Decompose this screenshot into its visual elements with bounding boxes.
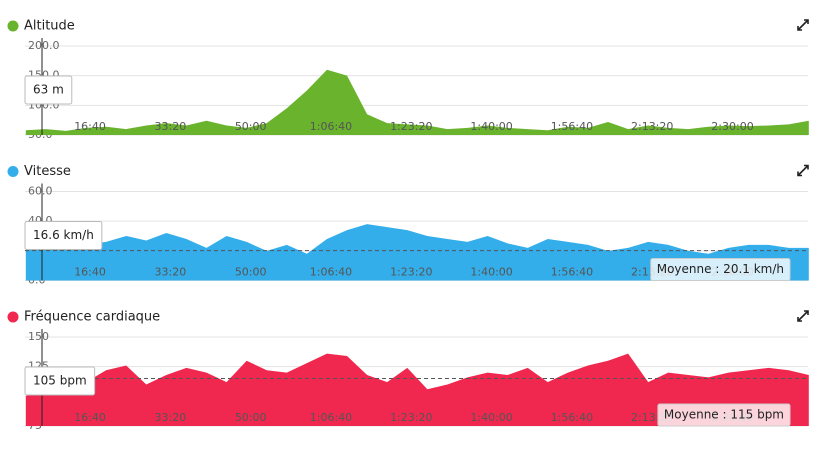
legend-marker bbox=[7, 166, 19, 177]
x-tick-label: 16:40 bbox=[74, 411, 106, 424]
average-box bbox=[650, 258, 791, 281]
tooltip-box bbox=[24, 366, 96, 396]
tooltip-text: 105 bpm bbox=[33, 374, 87, 388]
x-tick-label: 1:06:40 bbox=[310, 120, 352, 133]
x-tick-label: 33:20 bbox=[155, 266, 187, 279]
x-tick-label: 33:20 bbox=[155, 120, 187, 133]
area bbox=[25, 224, 809, 281]
legend-marker bbox=[7, 311, 19, 323]
area bbox=[25, 69, 809, 135]
x-tick-label: 1:06:40 bbox=[310, 411, 352, 424]
tooltip-box bbox=[24, 75, 73, 105]
x-tick-label: 1:56:40 bbox=[551, 120, 593, 133]
x-tick-label: 16:40 bbox=[74, 120, 106, 133]
x-tick-label: 2:30:00 bbox=[711, 120, 753, 133]
legend-marker bbox=[7, 20, 19, 32]
x-tick-label: 1:40:00 bbox=[470, 120, 512, 133]
chart-title: Fréquence cardiaque bbox=[24, 310, 160, 325]
x-tick-label: 1:40:00 bbox=[470, 266, 512, 279]
expand-arrow bbox=[797, 19, 809, 31]
average-box bbox=[657, 403, 791, 427]
tooltip-text: 16.6 km/h bbox=[33, 228, 94, 242]
x-tick-label: 1:56:40 bbox=[551, 266, 593, 279]
tooltip: 105 bpm bbox=[24, 366, 96, 396]
area bbox=[25, 353, 809, 426]
tooltip: 63 m bbox=[24, 75, 73, 105]
tooltip-text: 63 m bbox=[33, 83, 64, 97]
x-tick-label: 50:00 bbox=[235, 120, 267, 133]
x-tick-label: 1:06:40 bbox=[310, 266, 352, 279]
average-badge: Moyenne : 115 bpm bbox=[657, 403, 791, 427]
y-tick-label: 200.0 bbox=[28, 39, 60, 52]
expand-arrow bbox=[797, 310, 809, 322]
expand-arrow bbox=[797, 164, 809, 177]
expand-icon[interactable] bbox=[797, 19, 809, 31]
tooltip-box bbox=[24, 221, 103, 250]
expand-icon[interactable] bbox=[797, 310, 809, 322]
average-label: Moyenne : 20.1 km/h bbox=[657, 262, 784, 276]
x-tick-label: 1:23:20 bbox=[390, 411, 432, 424]
x-tick-label: 1:56:40 bbox=[551, 411, 593, 424]
x-tick-label: 2:13:20 bbox=[631, 120, 673, 133]
x-tick-label: 50:00 bbox=[235, 411, 267, 424]
x-tick-label: 33:20 bbox=[155, 411, 187, 424]
expand-icon[interactable] bbox=[797, 164, 809, 177]
chart-title: Altitude bbox=[24, 19, 75, 34]
chart-title: Vitesse bbox=[24, 164, 71, 179]
average-label: Moyenne : 115 bpm bbox=[664, 408, 784, 422]
average-badge: Moyenne : 20.1 km/h bbox=[650, 258, 791, 281]
y-tick-label: 150 bbox=[28, 330, 49, 343]
x-tick-label: 50:00 bbox=[235, 266, 267, 279]
y-tick-label: 60.0 bbox=[28, 185, 53, 198]
x-tick-label: 16:40 bbox=[74, 266, 106, 279]
x-tick-label: 1:23:20 bbox=[390, 266, 432, 279]
tooltip: 16.6 km/h bbox=[24, 221, 103, 250]
x-tick-label: 1:23:20 bbox=[390, 120, 432, 133]
x-tick-label: 1:40:00 bbox=[470, 411, 512, 424]
